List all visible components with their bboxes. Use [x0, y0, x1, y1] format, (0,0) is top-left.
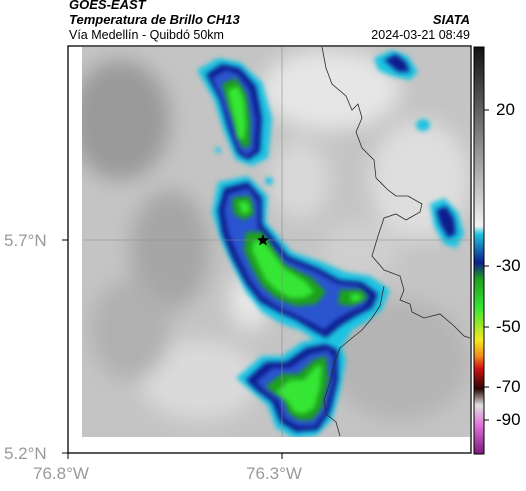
agency-label: SIATA	[432, 12, 470, 27]
colorbar-label-minus50: -50	[496, 317, 521, 336]
lat-label-5-2: 5.2°N	[4, 444, 47, 463]
brightness-temperature-field	[82, 47, 470, 437]
colorbar-label-minus90: -90	[496, 410, 521, 429]
lon-label-76-3: 76.3°W	[246, 464, 302, 483]
colorbar-label-minus70: -70	[496, 377, 521, 396]
datetime-label: 2024-03-21 08:49	[371, 28, 470, 42]
boundary-lines	[321, 47, 470, 437]
lon-label-76-8: 76.8°W	[33, 464, 89, 483]
gridlines	[82, 47, 470, 437]
satellite-title: GOES-EAST	[69, 0, 146, 12]
lat-label-5-7: 5.7°N	[4, 231, 47, 250]
product-title: Temperatura de Brillo CH13	[69, 12, 240, 27]
star-marker	[257, 234, 269, 246]
colorbar-label-minus30: -30	[496, 256, 521, 275]
colorbar-label-20: 20	[496, 100, 515, 119]
colorbar	[473, 46, 485, 455]
map-frame	[67, 45, 472, 454]
region-subtitle: Vía Medellín - Quibdó 50km	[69, 28, 224, 42]
